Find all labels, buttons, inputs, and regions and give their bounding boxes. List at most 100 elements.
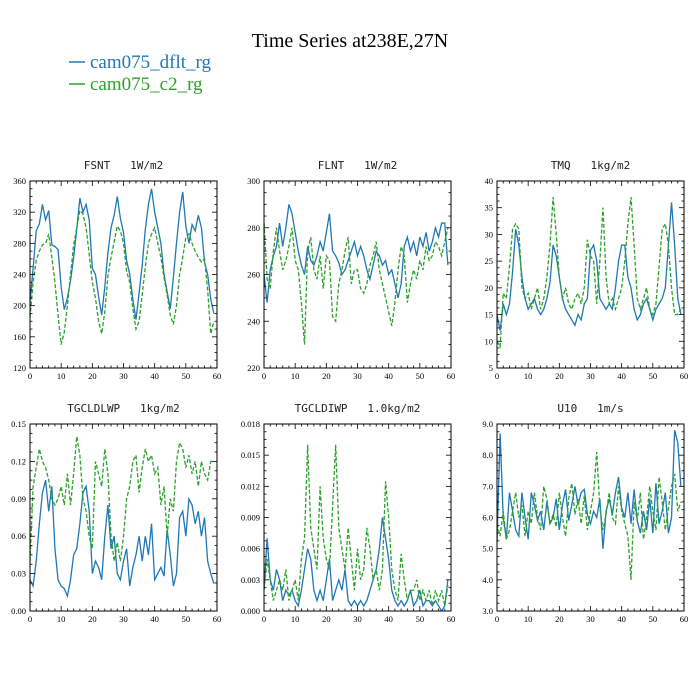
legend-entry-1: cam075_c2_rg	[69, 74, 203, 95]
series-line-4-1	[264, 444, 449, 606]
x-tick-label-2-3: 30	[586, 371, 595, 381]
y-tick-label-4-4: 0.012	[241, 481, 260, 491]
x-tick-label-0-0: 0	[28, 371, 32, 381]
chart-title-0: FSNT 1W/m2	[84, 159, 163, 172]
y-tick-label-5-0: 3.0	[482, 606, 493, 616]
x-tick-label-3-6: 60	[213, 614, 222, 624]
y-tick-label-2-4: 25	[485, 256, 494, 266]
series-line-1-0	[264, 204, 449, 303]
series-line-0-0	[30, 188, 215, 320]
y-tick-label-1-2: 260	[247, 270, 260, 280]
chart-frame-3	[29, 423, 218, 612]
x-tick-label-3-1: 10	[57, 614, 66, 624]
y-tick-label-1-4: 300	[247, 176, 260, 186]
chart-panel-3: TGCLDLWP 1kg/m2 0 10 20 30 40 50 60 0.00 0.03 0.06…	[11, 402, 221, 624]
series-line-2-0	[497, 202, 682, 331]
x-tick-label-5-0: 0	[495, 614, 499, 624]
x-tick-label-5-6: 60	[680, 614, 689, 624]
y-tick-label-4-2: 0.006	[241, 544, 260, 554]
chart-panel-0: FSNT 1W/m2 0 10 20 30 40 50 60 120 160 200 240 280 32…	[13, 159, 221, 381]
chart-frame-4	[263, 423, 452, 612]
x-tick-label-2-1: 10	[524, 371, 533, 381]
chart-title-2: TMQ 1kg/m2	[551, 159, 630, 172]
y-tick-label-2-3: 20	[485, 283, 494, 293]
x-tick-label-0-6: 60	[213, 371, 222, 381]
y-tick-label-3-3: 0.09	[11, 494, 26, 504]
y-tick-label-3-0: 0.00	[11, 606, 26, 616]
series-line-5-1	[497, 452, 682, 580]
x-tick-label-5-1: 10	[524, 614, 533, 624]
x-tick-label-1-0: 0	[262, 371, 266, 381]
y-tick-label-4-0: 0.000	[241, 606, 260, 616]
y-tick-label-5-3: 6.0	[482, 513, 493, 523]
chart-frame-2	[496, 180, 685, 369]
series-line-3-0	[30, 479, 215, 599]
chart-title-5: U10 1m/s	[557, 402, 623, 415]
x-tick-label-0-5: 50	[182, 371, 191, 381]
y-tick-label-1-1: 240	[247, 316, 260, 326]
y-tick-label-4-3: 0.009	[241, 513, 260, 523]
chart-title-1: FLNT 1W/m2	[318, 159, 397, 172]
x-tick-label-4-6: 60	[447, 614, 456, 624]
x-tick-label-5-2: 20	[555, 614, 564, 624]
x-tick-label-1-2: 20	[322, 371, 331, 381]
x-tick-label-5-4: 40	[617, 614, 626, 624]
x-tick-label-0-3: 30	[119, 371, 128, 381]
chart-panel-1: FLNT 1W/m2 0 10 20 30 40 50 60 220 240 260 280 300	[247, 159, 455, 381]
x-tick-label-3-3: 30	[119, 614, 128, 624]
y-tick-label-3-4: 0.12	[11, 456, 26, 466]
legend-entry-0: cam075_dflt_rg	[69, 52, 212, 73]
chart-title-3: TGCLDLWP 1kg/m2	[67, 402, 180, 415]
series-line-4-0	[264, 517, 449, 611]
y-tick-label-0-6: 360	[13, 176, 26, 186]
chart-panel-4: TGCLDIWP 1.0kg/m2 0 10 20 30 40 50 60 0.000 0.003…	[241, 402, 455, 624]
y-tick-label-4-5: 0.015	[241, 450, 260, 460]
x-tick-label-3-0: 0	[28, 614, 32, 624]
chart-panel-2: TMQ 1kg/m2 0 10 20 30 40 50 60 5 10 15 20 25 30 35 40	[485, 159, 689, 381]
x-tick-label-2-5: 50	[649, 371, 658, 381]
y-tick-label-2-1: 10	[485, 336, 494, 346]
y-tick-label-1-3: 280	[247, 223, 260, 233]
y-tick-label-0-2: 200	[13, 301, 26, 311]
chart-panels: FSNT 1W/m20 10 20 30 40 50 6012016020024028032…	[11, 159, 688, 624]
chart-frame-1	[263, 180, 452, 369]
y-tick-label-3-2: 0.06	[11, 531, 26, 541]
y-tick-label-5-1: 4.0	[482, 575, 493, 585]
x-tick-label-4-5: 50	[416, 614, 425, 624]
x-tick-label-4-4: 40	[384, 614, 393, 624]
series-line-3-1	[30, 436, 214, 562]
y-tick-label-5-5: 8.0	[482, 450, 493, 460]
x-tick-label-1-3: 30	[353, 371, 362, 381]
x-tick-label-4-2: 20	[322, 614, 331, 624]
x-tick-label-4-3: 30	[353, 614, 362, 624]
y-tick-label-2-0: 5	[489, 363, 493, 373]
x-tick-label-3-2: 20	[88, 614, 97, 624]
x-tick-label-1-4: 40	[384, 371, 393, 381]
legend-label-1: cam075_c2_rg	[90, 74, 203, 95]
x-tick-label-4-0: 0	[262, 614, 266, 624]
y-tick-label-0-0: 120	[13, 363, 26, 373]
y-tick-label-0-1: 160	[13, 332, 26, 342]
legend: cam075_dflt_rg cam075_c2_rg	[69, 52, 212, 95]
y-tick-label-2-7: 40	[485, 176, 494, 186]
y-tick-label-3-5: 0.15	[11, 419, 26, 429]
legend-label-0: cam075_dflt_rg	[90, 52, 212, 73]
series-line-1-1	[264, 223, 449, 345]
y-tick-label-5-2: 5.0	[482, 544, 493, 554]
y-tick-label-1-0: 220	[247, 363, 260, 373]
x-tick-label-2-4: 40	[617, 371, 626, 381]
y-tick-label-0-3: 240	[13, 270, 26, 280]
y-tick-label-2-5: 30	[485, 229, 494, 239]
y-tick-label-3-1: 0.03	[11, 569, 26, 579]
chart-title-4: TGCLDIWP 1.0kg/m2	[295, 402, 421, 415]
x-tick-label-3-5: 50	[182, 614, 191, 624]
x-tick-label-0-4: 40	[150, 371, 159, 381]
series-line-2-1	[497, 196, 682, 349]
x-tick-label-0-1: 10	[57, 371, 66, 381]
y-tick-label-2-2: 15	[485, 310, 494, 320]
y-tick-label-4-6: 0.018	[241, 419, 260, 429]
x-tick-label-2-6: 60	[680, 371, 689, 381]
x-tick-label-3-4: 40	[150, 614, 159, 624]
x-tick-label-2-2: 20	[555, 371, 564, 381]
